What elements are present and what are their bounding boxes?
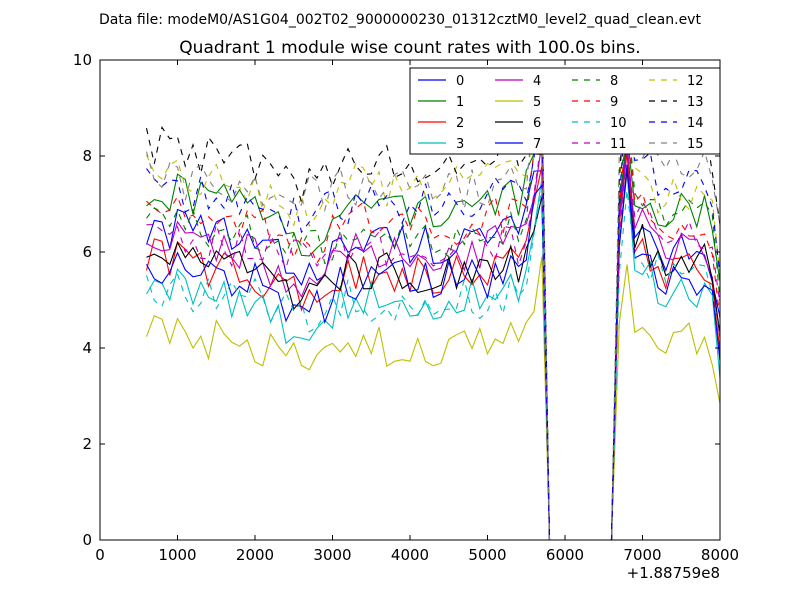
legend-label: 9 [610, 95, 618, 110]
chart-title: Quadrant 1 module wise count rates with … [179, 38, 640, 58]
legend-label: 12 [687, 74, 704, 89]
legend-label: 1 [456, 95, 464, 110]
x-tick-label: 6000 [546, 546, 584, 564]
legend-label: 7 [533, 137, 541, 152]
legend-label: 4 [533, 74, 541, 89]
legend-label: 11 [610, 137, 627, 152]
legend-label: 10 [610, 116, 627, 131]
legend-label: 3 [456, 137, 464, 152]
series-line-11 [146, 138, 720, 540]
series-line-2 [145, 152, 720, 540]
x-tick-label: 1000 [158, 546, 196, 564]
x-tick-label: 5000 [468, 546, 506, 564]
y-tick-label: 8 [82, 147, 92, 165]
x-tick-label: 8000 [701, 546, 739, 564]
series-line-12 [145, 80, 720, 540]
y-tick-label: 10 [73, 51, 92, 69]
x-tick-label: 0 [95, 546, 105, 564]
x-tick-label: 4000 [391, 546, 429, 564]
legend-box [409, 67, 721, 155]
series-line-5 [145, 256, 720, 540]
legend-label: 5 [533, 95, 541, 110]
series-line-1 [146, 132, 720, 540]
legend-label: 14 [687, 116, 704, 131]
y-tick-label: 6 [82, 243, 92, 261]
legend-label: 2 [456, 116, 464, 131]
y-tick-label: 4 [82, 339, 92, 357]
series-line-10 [145, 188, 720, 540]
legend-label: 0 [456, 74, 464, 89]
legend-label: 6 [533, 116, 541, 131]
x-tick-label: 7000 [623, 546, 661, 564]
x-offset-label: +1.88759e8 [627, 564, 720, 582]
legend-label: 8 [610, 74, 618, 89]
series-line-4 [146, 143, 720, 540]
plot-frame [99, 59, 721, 541]
legend-label: 15 [687, 137, 704, 152]
legend-label: 13 [687, 95, 704, 110]
chart-suptitle: Data file: modeM0/AS1G04_002T02_90000002… [99, 12, 701, 28]
y-tick-label: 0 [82, 531, 92, 549]
x-tick-label: 2000 [236, 546, 274, 564]
y-tick-label: 2 [82, 435, 92, 453]
series-line-7 [146, 164, 720, 540]
x-tick-label: 3000 [313, 546, 351, 564]
